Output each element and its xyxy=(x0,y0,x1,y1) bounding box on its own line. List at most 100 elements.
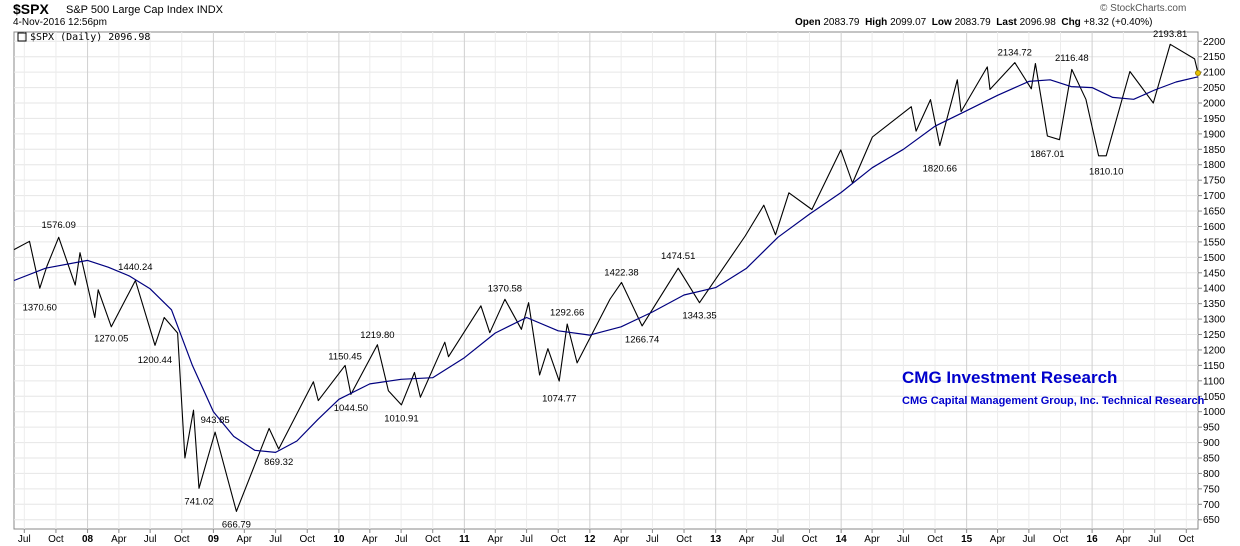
ohlc-readout: Open 2083.79 High 2099.07 Low 2083.79 La… xyxy=(795,17,1153,28)
y-tick-label: 2200 xyxy=(1203,37,1226,48)
x-tick-label: Jul xyxy=(646,534,659,545)
x-tick-label: Jul xyxy=(144,534,157,545)
x-tick-label: 14 xyxy=(836,534,848,545)
grid-lines xyxy=(14,32,1198,529)
last-price-marker xyxy=(1195,70,1201,77)
last-label: Last xyxy=(996,17,1017,28)
x-tick-label: Apr xyxy=(488,534,504,545)
low-label: Low xyxy=(931,17,952,28)
x-tick-label: Apr xyxy=(739,534,755,545)
annotations: 1576.09 1370.60 1270.05 1440.24 1200.44 943.8… xyxy=(23,29,1188,530)
price-annotation: 2134.72 xyxy=(998,47,1032,58)
price-annotation: 1370.60 xyxy=(23,302,57,313)
open-label: Open xyxy=(795,17,821,28)
y-axis-labels: 650 700 750 800 850 900 950 1000 1050 1100 1150 120… xyxy=(1198,37,1226,526)
y-tick-label: 1350 xyxy=(1203,299,1226,310)
y-tick-label: 2150 xyxy=(1203,52,1226,63)
price-annotation: 741.02 xyxy=(184,497,213,508)
x-tick-label: Apr xyxy=(1116,534,1132,545)
chart-date: 4-Nov-2016 12:56pm xyxy=(13,17,107,28)
price-series-line xyxy=(13,43,1199,512)
x-tick-label: 08 xyxy=(82,534,94,545)
y-tick-label: 2050 xyxy=(1203,83,1226,94)
x-tick-label: 09 xyxy=(208,534,220,545)
x-tick-label: Apr xyxy=(111,534,127,545)
y-tick-label: 1200 xyxy=(1203,345,1226,356)
symbol-description: S&P 500 Large Cap Index INDX xyxy=(66,4,223,16)
low-value: 2083.79 xyxy=(954,17,991,28)
x-tick-label: Oct xyxy=(1053,534,1069,545)
research-watermark: CMG Investment Research CMG Capital Mana… xyxy=(902,368,1205,407)
y-tick-label: 1850 xyxy=(1203,145,1226,156)
series-lines xyxy=(13,43,1201,512)
x-tick-label: Jul xyxy=(269,534,282,545)
legend-swatch-icon xyxy=(17,32,27,42)
x-tick-label: Apr xyxy=(864,534,880,545)
chg-label: Chg xyxy=(1061,17,1081,28)
price-annotation: 1440.24 xyxy=(118,262,152,273)
y-tick-label: 1900 xyxy=(1203,129,1226,140)
high-value: 2099.07 xyxy=(890,17,927,28)
price-annotation: 1150.45 xyxy=(328,351,362,362)
x-tick-label: Jul xyxy=(1148,534,1161,545)
price-annotation: 1422.38 xyxy=(604,267,638,278)
price-annotation: 1074.77 xyxy=(542,394,576,405)
price-annotation: 1474.51 xyxy=(661,251,695,262)
plot-frame xyxy=(13,31,1199,530)
y-tick-label: 1250 xyxy=(1203,330,1226,341)
price-annotation: 1044.50 xyxy=(334,403,368,414)
x-tick-label: 11 xyxy=(459,534,470,545)
y-tick-label: 1150 xyxy=(1203,361,1225,372)
x-tick-label: Jul xyxy=(520,534,533,545)
x-tick-label: 13 xyxy=(710,534,722,545)
open-value: 2083.79 xyxy=(823,17,860,28)
y-tick-label: 850 xyxy=(1203,454,1220,465)
x-tick-label: Oct xyxy=(174,534,190,545)
price-annotation: 1867.01 xyxy=(1030,149,1064,160)
price-annotation: 2116.48 xyxy=(1055,53,1089,64)
last-value: 2096.98 xyxy=(1019,17,1056,28)
x-tick-label: 10 xyxy=(333,534,345,545)
y-tick-label: 2100 xyxy=(1203,68,1226,79)
y-tick-label: 1950 xyxy=(1203,114,1226,125)
y-tick-label: 2000 xyxy=(1203,99,1226,110)
y-tick-label: 1750 xyxy=(1203,176,1226,187)
watermark-title: CMG Investment Research xyxy=(902,368,1117,387)
y-tick-label: 650 xyxy=(1203,515,1220,526)
x-tick-label: 15 xyxy=(961,534,973,545)
chart-header: $SPX S&P 500 Large Cap Index INDX 4-Nov-… xyxy=(0,0,1240,32)
price-annotation: 1810.10 xyxy=(1089,167,1123,178)
y-tick-label: 1050 xyxy=(1203,392,1226,403)
price-annotation: 1200.44 xyxy=(138,355,172,366)
price-annotation: 1270.05 xyxy=(94,333,128,344)
x-tick-label: Oct xyxy=(48,534,64,545)
x-tick-label: Oct xyxy=(299,534,315,545)
y-tick-label: 900 xyxy=(1203,438,1220,449)
x-tick-label: Oct xyxy=(676,534,692,545)
y-tick-label: 1100 xyxy=(1203,376,1225,387)
index-name: S&P 500 Large Cap Index xyxy=(66,4,194,16)
price-annotation: 2193.81 xyxy=(1153,29,1187,40)
price-annotation: 1010.91 xyxy=(384,413,418,424)
x-tick-label: Jul xyxy=(18,534,31,545)
price-annotation: 943.85 xyxy=(201,415,230,426)
y-tick-label: 1650 xyxy=(1203,207,1226,218)
price-annotation: 1370.58 xyxy=(488,283,522,294)
y-tick-label: 1550 xyxy=(1203,237,1226,248)
x-tick-label: Jul xyxy=(897,534,910,545)
x-tick-label: Jul xyxy=(771,534,784,545)
watermark-subtitle: CMG Capital Management Group, Inc. Techn… xyxy=(902,395,1205,407)
symbol: $SPX xyxy=(13,1,49,17)
y-tick-label: 1450 xyxy=(1203,268,1226,279)
chart-legend: $SPX (Daily) 2096.98 xyxy=(17,32,150,43)
brand-watermark: © StockCharts.com xyxy=(1100,3,1187,14)
price-annotation: 869.32 xyxy=(264,457,293,468)
price-annotation: 1820.66 xyxy=(923,163,957,174)
exchange: INDX xyxy=(196,4,223,16)
y-tick-label: 1800 xyxy=(1203,160,1226,171)
x-tick-label: Oct xyxy=(927,534,943,545)
x-tick-label: Apr xyxy=(362,534,378,545)
y-tick-label: 750 xyxy=(1203,484,1220,495)
x-tick-label: Jul xyxy=(1022,534,1035,545)
